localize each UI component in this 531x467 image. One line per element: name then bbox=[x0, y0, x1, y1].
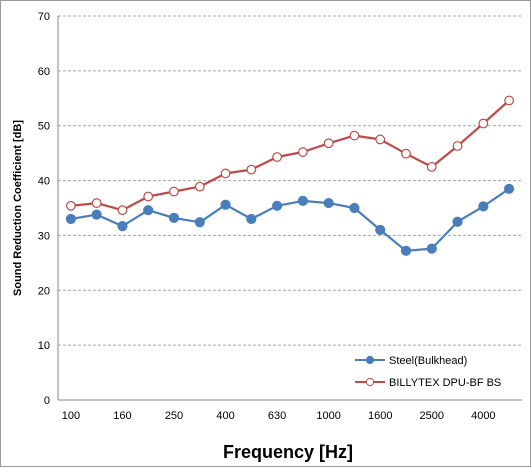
legend-label-steel: Steel(Bulkhead) bbox=[389, 355, 467, 367]
legend-box bbox=[350, 348, 508, 392]
x-tick-labels: 100 160 250 400 630 1000 1600 2500 4000 bbox=[62, 410, 496, 422]
data-point-0-3 bbox=[143, 205, 154, 216]
x-tick-label: 4000 bbox=[471, 410, 495, 422]
x-tick-label: 1600 bbox=[368, 410, 392, 422]
data-point-0-16 bbox=[478, 201, 489, 212]
data-point-1-16 bbox=[478, 118, 489, 129]
data-point-1-7 bbox=[246, 164, 257, 175]
data-point-0-2 bbox=[117, 221, 128, 232]
data-point-1-9 bbox=[297, 147, 308, 157]
data-point-1-17 bbox=[504, 95, 515, 106]
series-line-0 bbox=[70, 187, 510, 252]
data-point-1-14 bbox=[426, 161, 437, 172]
axes bbox=[57, 16, 522, 401]
data-point-0-12 bbox=[375, 224, 386, 236]
data-point-1-8 bbox=[272, 152, 283, 162]
y-tick-label: 70 bbox=[38, 11, 50, 23]
x-tick-label: 250 bbox=[165, 410, 183, 422]
data-point-1-15 bbox=[452, 141, 463, 151]
x-tick-label: 400 bbox=[216, 410, 234, 422]
legend: Steel(Bulkhead) BILLYTEX DPU-BF BS bbox=[350, 348, 508, 392]
series-layer bbox=[65, 95, 515, 256]
data-point-0-5 bbox=[194, 217, 205, 228]
data-point-1-11 bbox=[349, 130, 360, 141]
data-point-0-8 bbox=[272, 200, 283, 211]
x-tick-label: 100 bbox=[62, 410, 80, 422]
y-tick-label: 30 bbox=[38, 230, 50, 242]
y-tick-label: 60 bbox=[38, 66, 50, 78]
data-point-0-14 bbox=[426, 243, 437, 254]
grid-lines bbox=[58, 15, 522, 346]
data-point-0-4 bbox=[168, 212, 180, 223]
series-line-1 bbox=[70, 99, 510, 212]
data-point-0-13 bbox=[400, 245, 412, 256]
data-point-0-6 bbox=[220, 199, 231, 210]
x-tick-label: 1000 bbox=[316, 410, 340, 422]
data-point-0-15 bbox=[452, 216, 463, 227]
data-point-1-4 bbox=[169, 186, 179, 197]
x-axis-label: Frequency [Hz] bbox=[223, 442, 353, 462]
data-point-1-12 bbox=[375, 134, 386, 145]
y-tick-label: 0 bbox=[44, 395, 50, 407]
y-tick-label: 50 bbox=[38, 121, 50, 133]
y-tick-labels: 0 10 20 30 40 50 60 70 bbox=[38, 11, 50, 407]
y-axis-label: Sound Reduction Coefficient [dB] bbox=[12, 120, 24, 296]
x-tick-label: 630 bbox=[268, 410, 286, 422]
y-tick-label: 20 bbox=[38, 285, 50, 297]
data-point-0-0 bbox=[65, 213, 76, 225]
data-point-1-3 bbox=[143, 191, 154, 202]
data-point-1-1 bbox=[91, 198, 102, 208]
data-point-0-9 bbox=[297, 195, 308, 206]
data-point-1-6 bbox=[220, 168, 231, 179]
data-point-0-11 bbox=[349, 202, 360, 214]
y-tick-label: 40 bbox=[38, 176, 50, 188]
x-tick-label: 2500 bbox=[420, 410, 444, 422]
data-point-0-17 bbox=[504, 183, 515, 194]
y-tick-label: 10 bbox=[38, 340, 50, 352]
data-point-1-5 bbox=[194, 181, 205, 192]
data-point-1-13 bbox=[401, 148, 411, 159]
legend-label-billytex: BILLYTEX DPU-BF BS bbox=[389, 377, 501, 389]
x-tick-label: 160 bbox=[113, 410, 131, 422]
data-point-1-2 bbox=[117, 205, 128, 216]
data-point-1-10 bbox=[323, 138, 334, 149]
legend-marker-billytex bbox=[365, 377, 375, 387]
data-point-0-10 bbox=[323, 197, 334, 209]
data-point-0-1 bbox=[91, 209, 102, 220]
legend-marker-steel bbox=[365, 355, 375, 365]
data-point-1-0 bbox=[65, 200, 76, 211]
data-point-0-7 bbox=[246, 213, 257, 225]
